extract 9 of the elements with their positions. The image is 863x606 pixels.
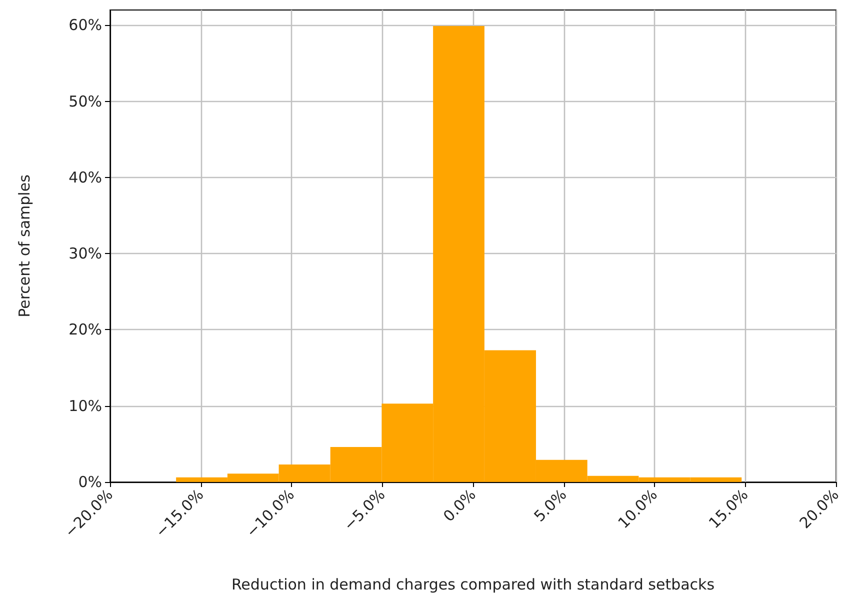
y-tick-label: 50% [68, 92, 102, 110]
y-tick-label: 10% [68, 396, 102, 415]
y-tick-label: 40% [68, 168, 102, 186]
y-tick-label: 60% [68, 16, 102, 34]
x-axis-title: Reduction in demand charges compared with standard setbacks [231, 576, 715, 594]
y-tick-label: 20% [68, 320, 102, 339]
y-axis-title: Percent of samples [16, 174, 34, 318]
y-tick-label: 0% [78, 473, 102, 491]
y-tick-label: 30% [68, 244, 102, 263]
